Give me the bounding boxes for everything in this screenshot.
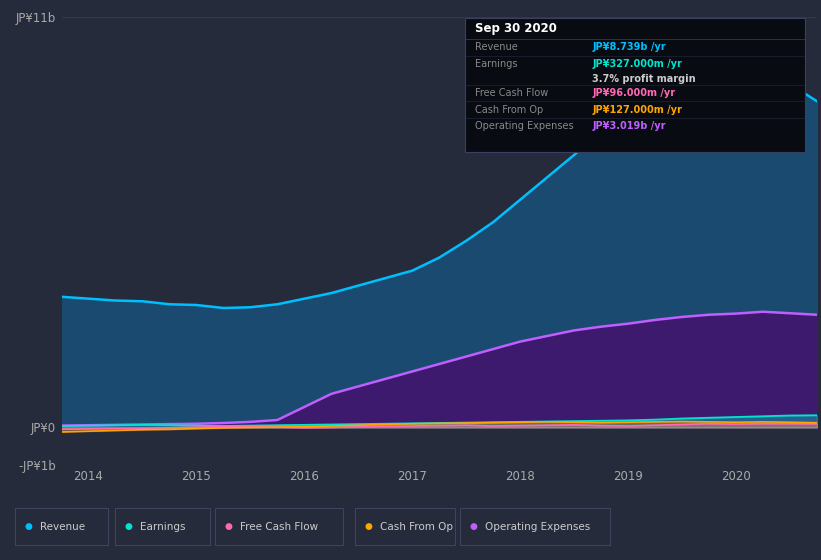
Text: ●: ● — [365, 522, 373, 531]
Text: JP¥327.000m /yr: JP¥327.000m /yr — [592, 59, 682, 69]
Text: Cash From Op: Cash From Op — [379, 521, 452, 531]
Text: Revenue: Revenue — [39, 521, 85, 531]
Text: Free Cash Flow: Free Cash Flow — [240, 521, 318, 531]
Text: JP¥8.739b /yr: JP¥8.739b /yr — [592, 41, 666, 52]
Text: Earnings: Earnings — [475, 59, 517, 69]
Text: Cash From Op: Cash From Op — [475, 105, 544, 115]
Text: ●: ● — [25, 522, 33, 531]
Text: ●: ● — [125, 522, 133, 531]
Text: Free Cash Flow: Free Cash Flow — [475, 88, 548, 99]
Text: ●: ● — [470, 522, 478, 531]
Text: JP¥127.000m /yr: JP¥127.000m /yr — [592, 105, 682, 115]
Text: Earnings: Earnings — [140, 521, 185, 531]
Text: Revenue: Revenue — [475, 41, 517, 52]
Text: Operating Expenses: Operating Expenses — [475, 122, 574, 131]
Text: JP¥3.019b /yr: JP¥3.019b /yr — [592, 122, 666, 131]
Text: ●: ● — [225, 522, 232, 531]
Text: Operating Expenses: Operating Expenses — [484, 521, 589, 531]
Text: Sep 30 2020: Sep 30 2020 — [475, 22, 557, 35]
Text: 3.7% profit margin: 3.7% profit margin — [592, 73, 696, 83]
Text: JP¥96.000m /yr: JP¥96.000m /yr — [592, 88, 676, 99]
